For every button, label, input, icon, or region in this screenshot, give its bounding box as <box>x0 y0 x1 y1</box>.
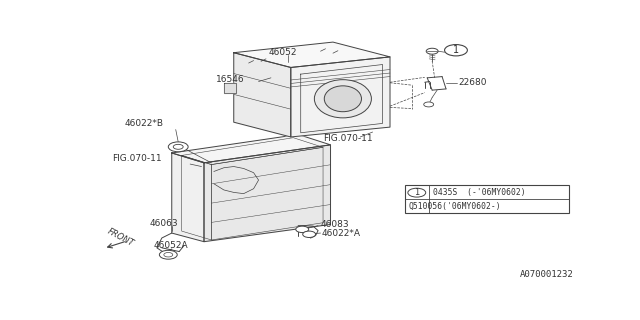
Polygon shape <box>234 53 291 137</box>
Polygon shape <box>204 145 330 242</box>
Text: Q510056('06MY0602-): Q510056('06MY0602-) <box>409 202 502 211</box>
Circle shape <box>408 188 426 197</box>
Circle shape <box>159 250 177 259</box>
Text: 46063: 46063 <box>150 219 178 228</box>
Circle shape <box>168 142 188 152</box>
Text: A070001232: A070001232 <box>520 270 573 279</box>
Polygon shape <box>172 134 330 163</box>
Ellipse shape <box>314 80 371 118</box>
Polygon shape <box>234 42 390 68</box>
Text: 16546: 16546 <box>216 75 245 84</box>
Circle shape <box>296 226 308 233</box>
Text: FRONT: FRONT <box>106 226 136 248</box>
Text: 46022*B: 46022*B <box>125 119 164 128</box>
Polygon shape <box>224 83 236 92</box>
Circle shape <box>173 144 183 149</box>
Bar <box>405 185 568 213</box>
Text: 46022*A: 46022*A <box>322 229 361 238</box>
Text: 0435S  (-'06MY0602): 0435S (-'06MY0602) <box>433 188 525 197</box>
Polygon shape <box>172 153 204 242</box>
Text: 22680: 22680 <box>458 78 486 87</box>
Text: FIG.070-11: FIG.070-11 <box>323 134 372 143</box>
Text: 1: 1 <box>453 45 459 55</box>
Circle shape <box>303 231 316 237</box>
Text: 46052A: 46052A <box>154 241 188 250</box>
Circle shape <box>424 102 434 107</box>
Circle shape <box>164 252 173 257</box>
Polygon shape <box>291 57 390 137</box>
Text: 46083: 46083 <box>321 220 349 229</box>
Circle shape <box>445 44 467 56</box>
Text: 1: 1 <box>414 188 419 197</box>
Circle shape <box>426 48 438 54</box>
Text: 46052: 46052 <box>269 48 297 57</box>
Ellipse shape <box>324 86 362 112</box>
Text: FIG.070-11: FIG.070-11 <box>112 154 162 163</box>
